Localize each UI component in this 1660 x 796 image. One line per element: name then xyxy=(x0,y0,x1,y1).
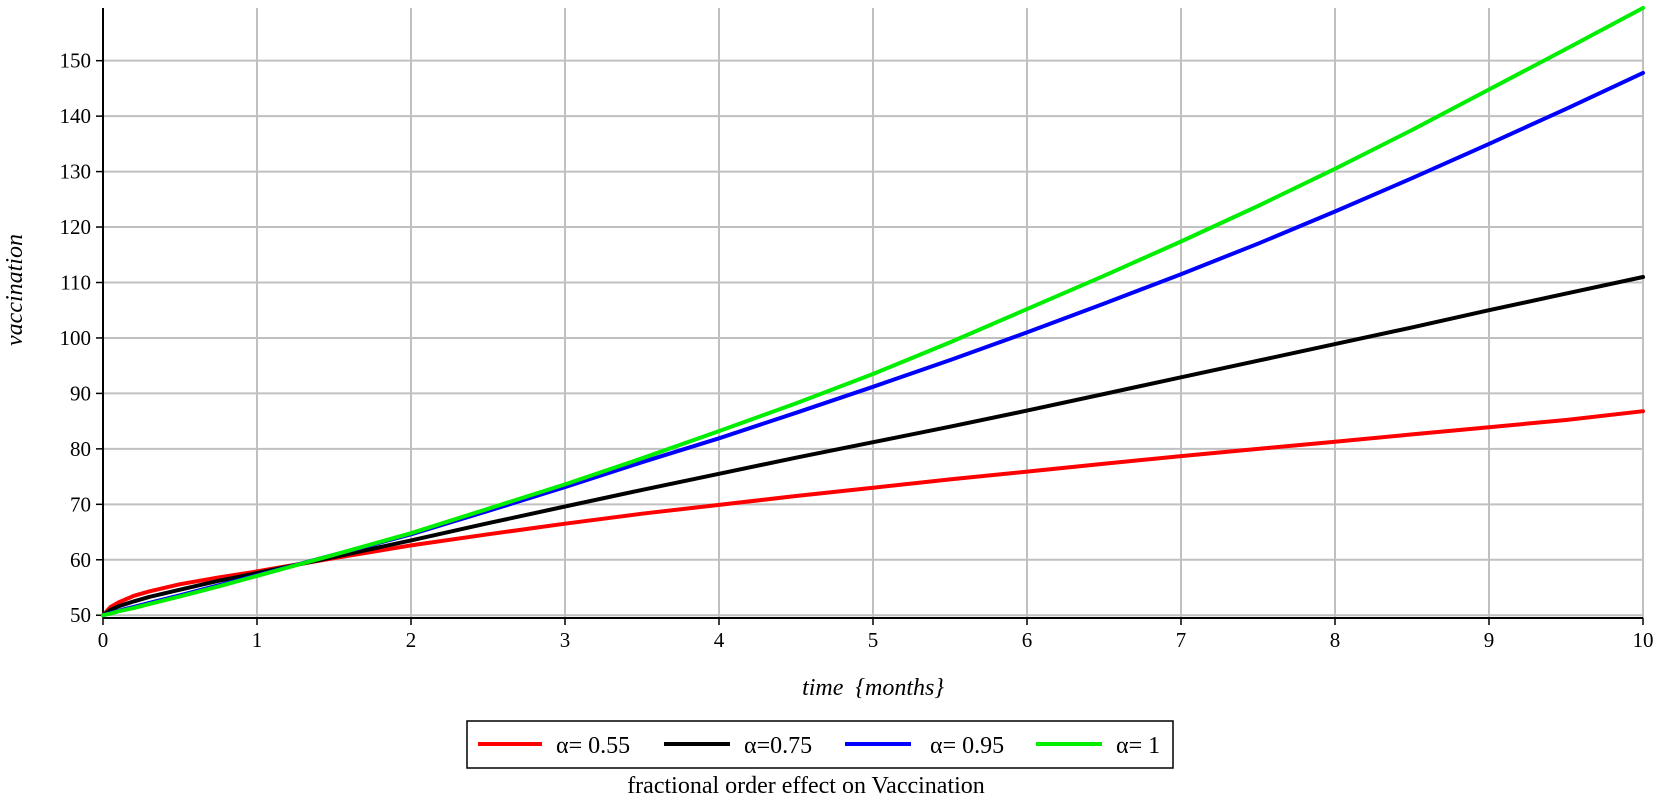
y-tick-label: 50 xyxy=(70,603,91,627)
y-tick-labels: 50 60 70 80 90 100 110 120 130 140 150 xyxy=(60,49,92,628)
y-tick-label: 70 xyxy=(70,492,91,516)
x-tick-label: 1 xyxy=(252,628,263,652)
y-tick-label: 140 xyxy=(60,104,92,128)
x-tick-label: 2 xyxy=(406,628,417,652)
x-tick-label: 6 xyxy=(1022,628,1033,652)
legend-label-1: α=0.75 xyxy=(744,733,812,759)
y-axis-title: vaccination xyxy=(2,234,28,346)
legend-label-3: α= 1 xyxy=(1116,733,1160,759)
x-tick-label: 5 xyxy=(868,628,879,652)
y-tick-label: 110 xyxy=(60,271,91,295)
x-tick-label: 4 xyxy=(714,628,725,652)
y-tick-label: 90 xyxy=(70,381,91,405)
x-axis-title-unit: {months} xyxy=(855,675,944,701)
legend-label-0: α= 0.55 xyxy=(556,733,630,759)
series-line-0 xyxy=(101,409,1645,618)
y-tick-label: 100 xyxy=(60,326,92,350)
legend: α= 0.55 α=0.75 α= 0.95 α= 1 xyxy=(466,720,1174,769)
x-tick-label: 9 xyxy=(1484,628,1495,652)
legend-label-2: α= 0.95 xyxy=(930,733,1004,759)
y-tick-label: 130 xyxy=(60,160,92,184)
y-tick-label: 120 xyxy=(60,215,92,239)
chart-caption: fractional order effect on Vaccination xyxy=(627,773,985,796)
x-tick-label: 7 xyxy=(1176,628,1187,652)
x-tick-label: 10 xyxy=(1633,628,1654,652)
x-axis-title-main: time xyxy=(802,675,844,701)
series-line-1 xyxy=(101,275,1645,618)
x-tick-label: 0 xyxy=(98,628,109,652)
grid-lines xyxy=(103,8,1644,618)
y-tick-label: 60 xyxy=(70,548,91,572)
x-tick-label: 3 xyxy=(560,628,571,652)
x-tick-label: 8 xyxy=(1330,628,1341,652)
y-tick-label: 150 xyxy=(60,49,92,73)
y-tick-label: 80 xyxy=(70,437,91,461)
series-lines xyxy=(101,6,1645,618)
axes xyxy=(96,8,1644,625)
x-tick-labels: 0 1 2 3 4 5 6 7 8 9 10 xyxy=(98,628,1654,652)
series-line-3 xyxy=(101,6,1645,618)
x-axis-title: time {months} xyxy=(802,675,944,701)
